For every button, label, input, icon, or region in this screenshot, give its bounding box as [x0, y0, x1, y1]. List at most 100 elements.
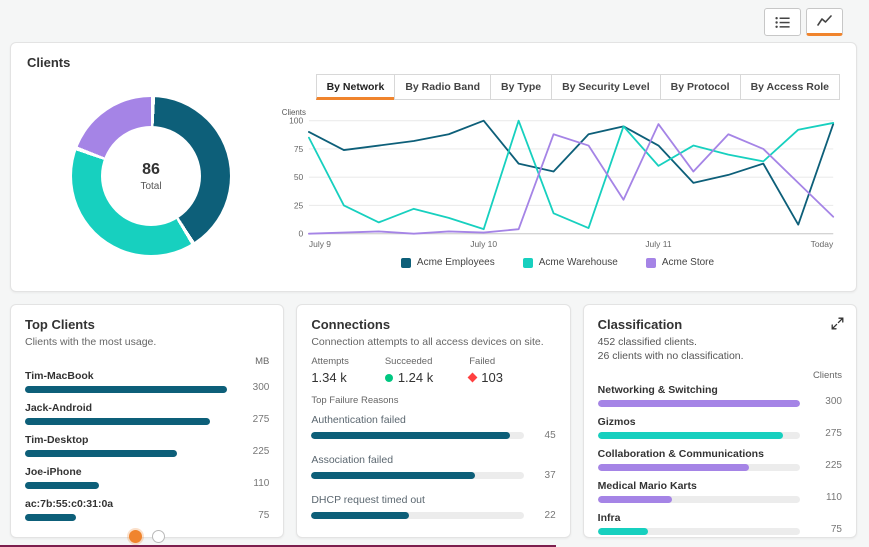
classified-clients-count: 452 classified clients.: [597, 336, 697, 348]
legend-label: Acme Store: [661, 257, 715, 269]
svg-text:July 9: July 9: [309, 239, 331, 249]
bar-track: [597, 400, 800, 407]
clients-card-title: Clients: [27, 55, 71, 70]
classification-count: 110: [826, 492, 842, 503]
classification-title: Classification: [597, 317, 683, 332]
classification-count: 275: [825, 428, 842, 439]
stat-value: 1.24 k: [384, 370, 434, 385]
failure-count: 45: [544, 430, 556, 441]
donut-center: 86 Total: [101, 126, 201, 227]
client-name: ac:7b:55:c0:31:0a: [25, 498, 114, 510]
window-bottom-edge: [0, 545, 557, 547]
client-usage-value: 75: [258, 510, 270, 521]
failure-bar: [311, 472, 475, 479]
client-name: Joe-iPhone: [25, 466, 82, 478]
usage-bar: [25, 418, 211, 425]
unclassified-clients-count: 26 clients with no classification.: [597, 350, 744, 362]
list-icon: [775, 16, 790, 28]
tab-by-radio-band[interactable]: By Radio Band: [394, 74, 492, 100]
clients-card: Clients 86 Total By Network By Radio Ban…: [10, 42, 857, 292]
classification-name: Infra: [597, 512, 621, 524]
svg-text:July 11: July 11: [645, 239, 671, 249]
failure-bar: [311, 432, 511, 439]
stat-succeeded: Succeeded 1.24 k: [384, 356, 434, 385]
legend-label: Acme Employees: [416, 257, 495, 269]
bar-track: [597, 432, 800, 439]
stat-label: Attempts: [311, 356, 349, 367]
client-usage-value: 225: [252, 446, 270, 457]
tab-by-protocol[interactable]: By Protocol: [659, 74, 741, 100]
legend-swatch-purple: [645, 257, 656, 268]
client-name: Tim-MacBook: [25, 370, 94, 382]
clients-donut-chart[interactable]: 86 Total: [72, 97, 230, 256]
stat-failed: Failed 103: [467, 356, 503, 385]
failure-reason-label: Authentication failed: [311, 414, 406, 426]
svg-text:75: 75: [294, 144, 304, 154]
page-dot-2[interactable]: [152, 530, 166, 543]
failed-value: 103: [481, 370, 503, 385]
classification-unit-header: Clients: [812, 370, 842, 381]
classification-name: Gizmos: [597, 416, 636, 428]
line-chart-icon: [817, 15, 832, 26]
expand-button[interactable]: [829, 315, 846, 335]
classification-count: 300: [825, 396, 842, 407]
classification-card: Classification 452 classified clients. 2…: [582, 304, 857, 538]
top-clients-title: Top Clients: [25, 317, 95, 332]
bar-track: [311, 472, 524, 479]
stat-value: 103: [467, 370, 503, 385]
classification-count: 75: [830, 524, 842, 535]
tab-by-access-role[interactable]: By Access Role: [739, 74, 840, 100]
table-row: Infra 75: [597, 512, 842, 535]
usage-bar: [25, 482, 100, 489]
table-row: Gizmos 275: [597, 416, 842, 439]
svg-text:50: 50: [294, 172, 304, 182]
stat-label: Failed: [469, 356, 496, 367]
failure-count: 37: [544, 470, 556, 481]
classification-bar: [597, 464, 750, 471]
table-row: Jack-Android 275: [25, 402, 269, 425]
svg-text:25: 25: [294, 200, 304, 210]
svg-text:July 10: July 10: [470, 239, 497, 249]
classification-bar: [597, 400, 800, 407]
connection-stats: Attempts 1.34 k Succeeded 1.24 k Failed …: [311, 356, 555, 385]
tab-by-security-level[interactable]: By Security Level: [551, 74, 661, 100]
table-row: Tim-MacBook 300: [25, 370, 269, 393]
legend-swatch-teal: [400, 257, 411, 268]
client-name: Tim-Desktop: [25, 434, 89, 446]
tab-by-network[interactable]: By Network: [315, 74, 396, 100]
clients-donut-column: 86 Total: [27, 74, 275, 268]
client-usage-value: 110: [253, 478, 270, 489]
tab-by-type[interactable]: By Type: [490, 74, 553, 100]
page-dot-1[interactable]: [129, 530, 143, 543]
succeeded-value: 1.24 k: [397, 370, 434, 385]
bar-track: [311, 432, 524, 439]
clients-card-body: 86 Total By Network By Radio Band By Typ…: [27, 74, 840, 268]
table-row: Networking & Switching 300: [597, 384, 842, 407]
expand-icon: [831, 317, 844, 330]
bar-track: [311, 512, 524, 519]
client-usage-value: 275: [252, 414, 270, 425]
stat-attempts: Attempts 1.34 k: [311, 356, 349, 385]
classification-name: Networking & Switching: [597, 384, 718, 396]
view-toggle-bar: [0, 0, 869, 42]
table-row: ac:7b:55:c0:31:0a 75: [25, 498, 269, 521]
connections-subtitle: Connection attempts to all access device…: [311, 336, 544, 348]
legend-swatch-cyan: [522, 257, 533, 268]
top-clients-unit-header: MB: [255, 356, 270, 367]
usage-bar: [25, 386, 228, 393]
legend-item-acme-warehouse[interactable]: Acme Warehouse: [522, 257, 618, 268]
svg-text:0: 0: [299, 229, 304, 239]
legend-item-acme-store[interactable]: Acme Store: [645, 257, 715, 269]
green-dot-icon: [384, 373, 393, 382]
pagination: [25, 530, 269, 543]
table-row: Medical Mario Karts 110: [597, 480, 842, 503]
list-view-button[interactable]: [764, 8, 801, 36]
classification-bar: [597, 528, 649, 535]
failure-row: Association failed 37: [311, 454, 556, 481]
failure-reasons-header: Top Failure Reasons: [311, 395, 399, 406]
usage-bar: [25, 514, 76, 521]
chart-view-button[interactable]: [806, 8, 843, 36]
legend-item-acme-employees[interactable]: Acme Employees: [400, 257, 495, 269]
classification-bar: [597, 432, 784, 439]
